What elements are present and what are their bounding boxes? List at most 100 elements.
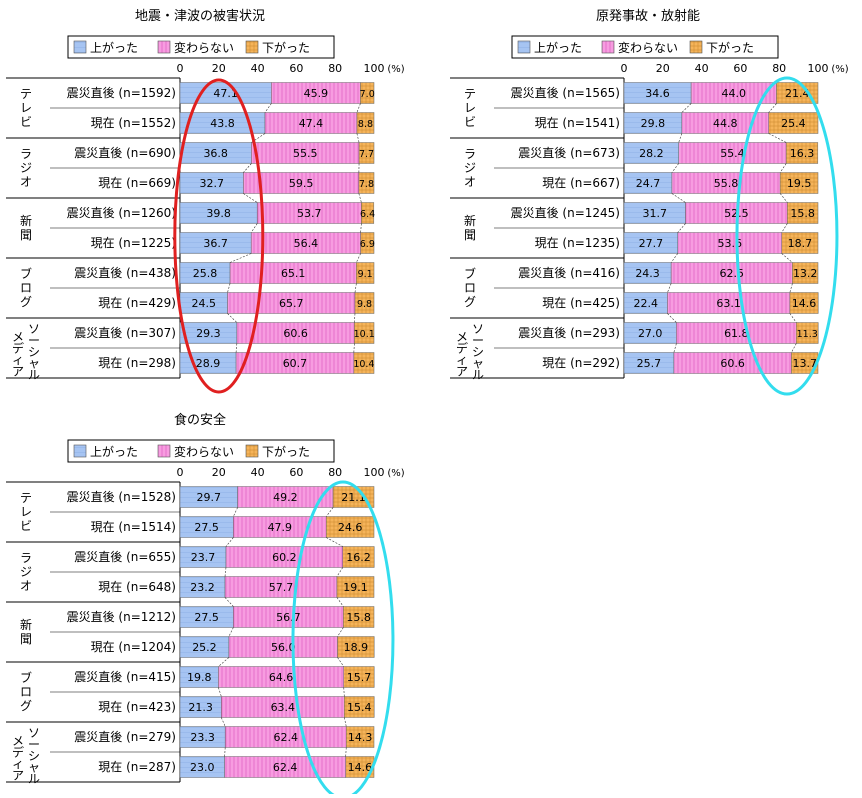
- data-label: 45.9: [304, 87, 329, 100]
- row-label: 震災直後 (n=655): [74, 550, 176, 564]
- data-label: 61.8: [724, 327, 749, 340]
- axis-tick-label: 60: [733, 62, 747, 75]
- axis-tick-label: 100: [808, 62, 829, 75]
- axis-tick-label: 80: [328, 466, 342, 479]
- data-label: 24.3: [635, 267, 660, 280]
- axis-tick-label: 20: [656, 62, 670, 75]
- data-label: 56.7: [276, 611, 301, 624]
- data-label: 22.4: [633, 297, 658, 310]
- data-label: 9.8: [357, 299, 372, 310]
- data-label: 63.4: [271, 701, 296, 714]
- row-label: 現在 (n=1235): [535, 236, 620, 250]
- data-label: 7.0: [360, 89, 375, 100]
- chart-title: 地震・津波の被害状況: [135, 8, 265, 24]
- data-label: 47.9: [268, 521, 293, 534]
- data-label: 23.3: [190, 731, 215, 744]
- data-label: 14.3: [348, 731, 373, 744]
- axis-tick-label: 0: [621, 62, 628, 75]
- connector-line: [359, 194, 362, 203]
- data-label: 23.7: [191, 551, 216, 564]
- data-label: 60.2: [272, 551, 297, 564]
- connector-line: [243, 194, 257, 203]
- data-label: 24.7: [636, 177, 661, 190]
- data-label: 56.4: [294, 237, 319, 250]
- connector-line: [672, 164, 679, 173]
- row-label: 現在 (n=1225): [91, 236, 176, 250]
- data-label: 6.4: [360, 209, 375, 220]
- row-label: 震災直後 (n=438): [74, 266, 176, 280]
- row-label: 現在 (n=648): [98, 580, 176, 594]
- data-label: 64.6: [269, 671, 294, 684]
- axis-unit-label: (%): [831, 64, 848, 75]
- data-label: 15.8: [790, 207, 815, 220]
- connector-line: [356, 254, 360, 263]
- data-label: 34.6: [645, 87, 670, 100]
- data-label: 23.2: [190, 581, 215, 594]
- legend-label-same: 変わらない: [618, 40, 678, 55]
- axis-tick-label: 100: [364, 62, 385, 75]
- legend-label-down: 下がった: [262, 40, 310, 55]
- row-label: 現在 (n=425): [542, 296, 620, 310]
- connector-line: [221, 718, 225, 727]
- connector-line: [218, 658, 228, 667]
- connector-line: [225, 598, 233, 607]
- group-label: テレビ: [20, 491, 32, 533]
- connector-line: [326, 508, 333, 517]
- axis-tick-label: 60: [289, 62, 303, 75]
- data-label: 60.6: [283, 327, 308, 340]
- row-label: 現在 (n=1514): [91, 520, 176, 534]
- legend: 上がった変わらない下がった: [68, 36, 334, 58]
- connector-line: [233, 508, 237, 517]
- data-label: 15.8: [346, 611, 371, 624]
- connector-line: [337, 598, 343, 607]
- legend-swatch-up: [518, 41, 530, 53]
- connector-line: [791, 344, 796, 353]
- axis-tick-label: 80: [328, 62, 342, 75]
- axis-tick-label: 40: [251, 62, 265, 75]
- data-label: 25.8: [193, 267, 218, 280]
- row-label: 震災直後 (n=293): [518, 326, 620, 340]
- data-label: 18.7: [788, 237, 813, 250]
- data-label: 62.5: [720, 267, 745, 280]
- legend-label-same: 変わらない: [174, 40, 234, 55]
- connector-line: [243, 164, 251, 173]
- row-label: 震災直後 (n=415): [74, 670, 176, 684]
- data-label: 14.6: [792, 297, 817, 310]
- row-label: 現在 (n=292): [542, 356, 620, 370]
- group-label: ソーシャルメディア: [12, 726, 40, 786]
- axis-tick-label: 0: [177, 62, 184, 75]
- row-label: 震災直後 (n=1592): [67, 86, 176, 100]
- data-label: 36.8: [203, 147, 228, 160]
- group-label: ブログ: [20, 266, 32, 309]
- data-label: 18.9: [344, 641, 369, 654]
- row-label: 震災直後 (n=416): [518, 266, 620, 280]
- group-label: ブログ: [464, 266, 476, 309]
- data-label: 27.5: [194, 611, 219, 624]
- row-label: 現在 (n=429): [98, 296, 176, 310]
- row-label: 現在 (n=1541): [535, 116, 620, 130]
- group-label: 新聞: [20, 617, 32, 646]
- chart-title: 原発事故・放射能: [596, 8, 700, 24]
- data-label: 49.2: [273, 491, 298, 504]
- connector-line: [354, 314, 355, 323]
- group-label: テレビ: [464, 87, 476, 129]
- data-label: 25.7: [637, 357, 662, 370]
- connector-line: [228, 314, 237, 323]
- data-label: 28.2: [639, 147, 664, 160]
- data-label: 60.7: [283, 357, 308, 370]
- data-label: 27.5: [194, 521, 219, 534]
- legend-label-same: 変わらない: [174, 444, 234, 459]
- data-label: 14.6: [348, 761, 373, 774]
- axis-tick-label: 0: [177, 466, 184, 479]
- group-label: ラジオ: [20, 551, 32, 593]
- data-label: 9.1: [358, 269, 373, 280]
- connector-line: [682, 104, 691, 113]
- row-label: 震災直後 (n=1565): [511, 86, 620, 100]
- chart-title: 食の安全: [174, 412, 226, 428]
- row-label: 現在 (n=423): [98, 700, 176, 714]
- connector-line: [346, 748, 347, 757]
- data-label: 10.4: [353, 359, 374, 370]
